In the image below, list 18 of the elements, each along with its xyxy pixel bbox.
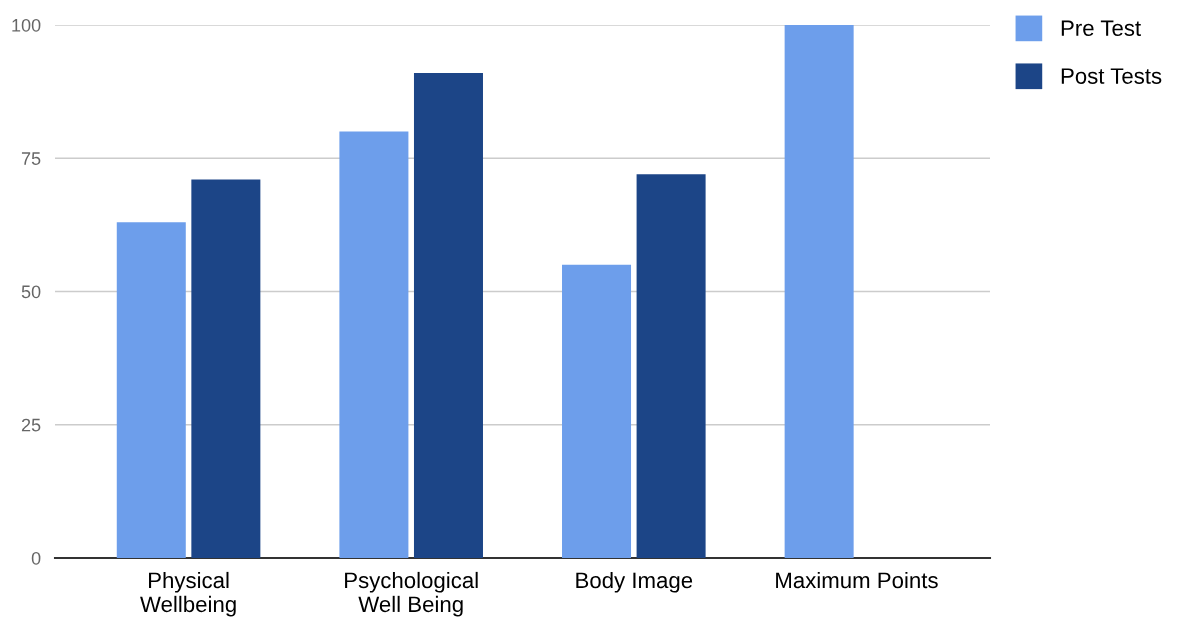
x-tick-label: Body Image xyxy=(576,571,693,593)
y-tick-label: 0 xyxy=(31,551,41,565)
x-tick-label: Psychological Well Being xyxy=(345,571,478,617)
x-tick-label: Physical Wellbeing xyxy=(140,571,236,617)
y-tick-label: 75 xyxy=(21,152,41,165)
x-tick-label: Maximum Points xyxy=(776,571,938,589)
bar xyxy=(784,25,854,558)
y-tick-label: 50 xyxy=(21,285,41,299)
bar xyxy=(636,174,706,558)
bar xyxy=(562,264,632,558)
legend-label: Post Tests xyxy=(1061,68,1162,84)
bar xyxy=(339,131,409,558)
y-tick-label: 100 xyxy=(12,18,41,32)
y-tick-label: 25 xyxy=(21,418,41,432)
bar xyxy=(413,72,483,558)
legend-label: Pre Test xyxy=(1061,20,1141,36)
bar xyxy=(191,179,261,558)
bar xyxy=(116,222,186,558)
